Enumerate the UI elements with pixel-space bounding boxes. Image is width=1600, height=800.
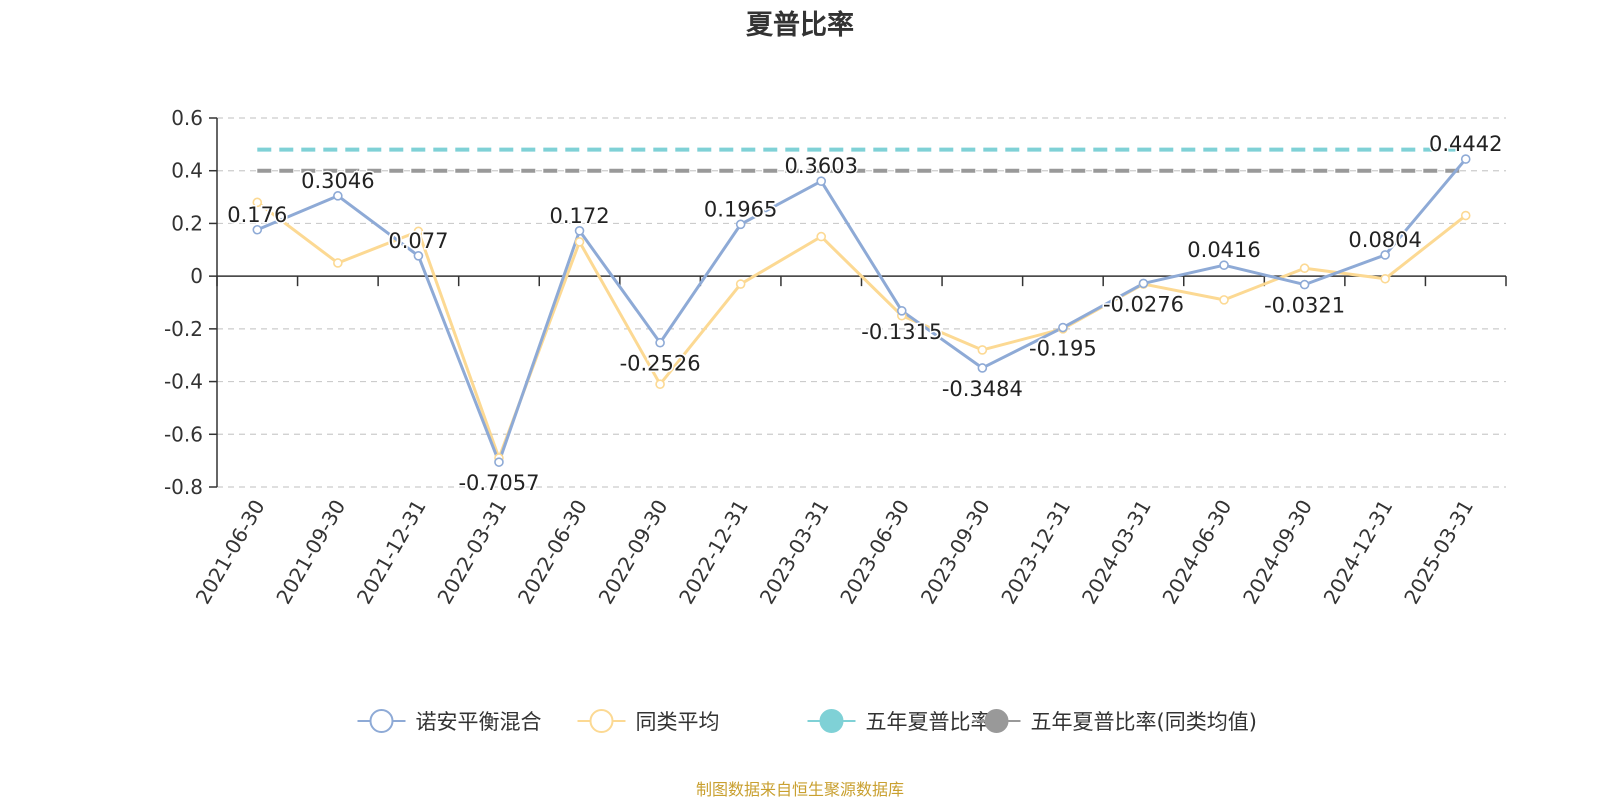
- data-label: 0.0416: [1187, 238, 1260, 262]
- legend-marker: [589, 709, 614, 733]
- x-tick-label: 2024-03-31: [1077, 496, 1156, 609]
- data-label: -0.0276: [1103, 292, 1184, 316]
- data-label: 0.1965: [704, 197, 777, 221]
- legend-marker: [819, 709, 844, 733]
- x-tick-label: 2021-12-31: [352, 496, 431, 609]
- data-point: [1380, 250, 1390, 260]
- series-points: [252, 154, 1471, 467]
- x-tick-label: 2024-12-31: [1319, 496, 1398, 609]
- data-point: [977, 345, 988, 355]
- x-tick-label: 2022-06-30: [513, 496, 592, 609]
- data-point: [816, 231, 827, 242]
- series-line: [256, 201, 1467, 460]
- data-label: -0.0321: [1264, 294, 1345, 318]
- x-tick-label: 2023-06-30: [835, 496, 914, 609]
- legend-item[interactable]: 五年夏普比率: [807, 709, 992, 734]
- x-tick-label: 2022-09-30: [594, 496, 673, 609]
- data-point: [655, 379, 665, 390]
- data-point: [735, 219, 746, 230]
- data-point: [655, 337, 665, 348]
- x-tick-label: 2023-03-31: [755, 496, 834, 609]
- data-point: [896, 306, 907, 316]
- data-label: 0.3603: [784, 154, 857, 178]
- data-label: 0.172: [549, 204, 609, 228]
- source-note: 制图数据来自恒生聚源数据库: [696, 780, 904, 799]
- data-point: [413, 251, 424, 261]
- data-point: [816, 176, 827, 186]
- data-label: -0.195: [1029, 337, 1097, 361]
- data-label: -0.1315: [861, 320, 942, 344]
- data-point: [252, 197, 263, 208]
- y-tick-label: 0.2: [171, 211, 203, 235]
- data-point: [1058, 322, 1068, 333]
- y-tick-label: -0.2: [164, 317, 203, 341]
- x-tick-label: 2021-09-30: [271, 496, 350, 609]
- series-lines: [256, 158, 1467, 464]
- data-label: -0.2526: [620, 352, 701, 376]
- data-point: [252, 224, 263, 235]
- legend-label: 诺安平衡混合: [416, 710, 542, 734]
- legend-item[interactable]: 五年夏普比率(同类均值): [972, 709, 1257, 734]
- x-tick-label: 2024-06-30: [1157, 496, 1236, 609]
- x-tick-label: 2022-03-31: [432, 496, 511, 609]
- legend-marker: [984, 709, 1009, 733]
- data-point: [977, 363, 988, 373]
- data-point: [1219, 295, 1229, 305]
- legend-label: 同类平均: [636, 710, 720, 734]
- data-point: [1460, 154, 1471, 164]
- chart-title: 夏普比率: [746, 9, 854, 41]
- data-label: 0.077: [388, 229, 448, 253]
- legend-label: 五年夏普比率: [866, 710, 992, 734]
- data-point: [1299, 263, 1310, 274]
- data-label: 0.4442: [1429, 132, 1502, 156]
- series-line: [256, 158, 1467, 464]
- data-point: [1219, 260, 1229, 270]
- x-tick-label: 2024-09-30: [1238, 496, 1317, 609]
- reference-lines: [257, 147, 1466, 173]
- y-axis-ticks: 0.6 0.4 0.2 0 -0.2 -0.4 -0.6 -0.8: [164, 106, 217, 499]
- data-label: 0.3046: [301, 169, 374, 193]
- y-tick-label: -0.8: [164, 475, 203, 499]
- data-label: 0.176: [227, 203, 287, 227]
- data-labels: 0.176 0.3046 0.077 -0.7057 0.172 -0.2526 0.196…: [226, 131, 1504, 497]
- data-point: [1299, 279, 1310, 290]
- y-tick-label: -0.6: [164, 422, 203, 446]
- x-tick-label: 2023-12-31: [996, 496, 1075, 609]
- data-point: [1138, 278, 1149, 289]
- data-point: [1460, 210, 1471, 221]
- legend[interactable]: 诺安平衡混合 同类平均 五年夏普比率 五年夏普比率(同类均值): [357, 709, 1257, 734]
- y-tick-label: 0: [190, 264, 203, 288]
- x-tick-label: 2021-06-30: [191, 496, 270, 609]
- data-point: [333, 191, 343, 201]
- data-label: -0.7057: [458, 471, 539, 495]
- data-point: [574, 226, 585, 236]
- data-point: [333, 258, 343, 268]
- y-tick-label: -0.4: [164, 370, 203, 394]
- grid-lines: [217, 117, 1506, 488]
- data-point: [735, 279, 746, 289]
- data-point: [494, 457, 504, 467]
- legend-item[interactable]: 同类平均: [577, 709, 720, 734]
- data-label: 0.0804: [1348, 228, 1421, 252]
- x-axis-ticks: 2021-06-30 2021-09-30 2021-12-31 2022-03-31…: [191, 276, 1507, 609]
- y-tick-label: 0.6: [171, 106, 203, 130]
- data-point: [574, 237, 585, 247]
- x-tick-label: 2022-12-31: [674, 496, 753, 609]
- data-label: -0.3484: [942, 377, 1023, 401]
- x-tick-label: 2025-03-31: [1399, 496, 1478, 609]
- y-tick-label: 0.4: [171, 159, 203, 183]
- legend-item[interactable]: 诺安平衡混合: [357, 709, 542, 734]
- legend-label: 五年夏普比率(同类均值): [1031, 710, 1257, 734]
- x-tick-label: 2023-09-30: [916, 496, 995, 609]
- data-point: [1380, 273, 1390, 284]
- legend-marker: [369, 709, 394, 733]
- data-point: [413, 226, 424, 237]
